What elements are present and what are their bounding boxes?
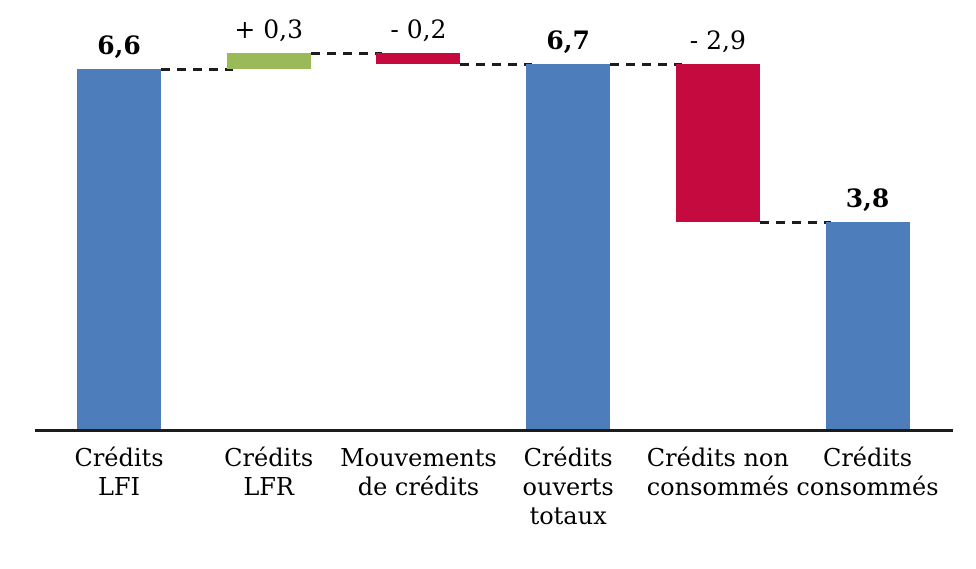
x-axis-line	[35, 429, 953, 432]
value-label-credits-lfi: 6,6	[97, 30, 141, 60]
category-label-credits-lfr: Crédits LFR	[224, 444, 314, 501]
connector-dashed-line-0	[161, 67, 233, 71]
bar-credits-lfr	[226, 52, 311, 69]
value-label-credits-consommes: 3,8	[845, 184, 890, 214]
value-label-credits-non-consommes: - 2,9	[689, 25, 746, 55]
connector-dashed-line-3	[610, 62, 682, 66]
value-label-credits-lfr: + 0,3	[234, 14, 304, 44]
bar-mouvements-de-credits	[376, 52, 461, 64]
connector-dashed-line-2	[460, 62, 533, 66]
bar-credits-non-consommes	[675, 63, 760, 223]
category-label-credits-ouverts-totaux: Crédits ouverts totaux	[522, 444, 614, 530]
bar-credits-ouverts-totaux	[526, 63, 611, 430]
category-label-credits-non-consommes: Crédits non consommés	[646, 444, 789, 501]
value-label-mouvements-de-credits: - 0,2	[390, 14, 447, 44]
bar-credits-consommes	[825, 222, 910, 430]
category-label-credits-consommes: Crédits consommés	[796, 444, 939, 501]
connector-dashed-line-4	[759, 221, 832, 225]
bar-credits-lfi	[77, 68, 161, 430]
connector-dashed-line-1	[310, 51, 383, 55]
value-label-credits-ouverts-totaux: 6,7	[546, 25, 590, 55]
category-label-credits-lfi: Crédits LFI	[74, 444, 164, 501]
category-label-mouvements-de-credits: Mouvements de crédits	[340, 444, 497, 501]
